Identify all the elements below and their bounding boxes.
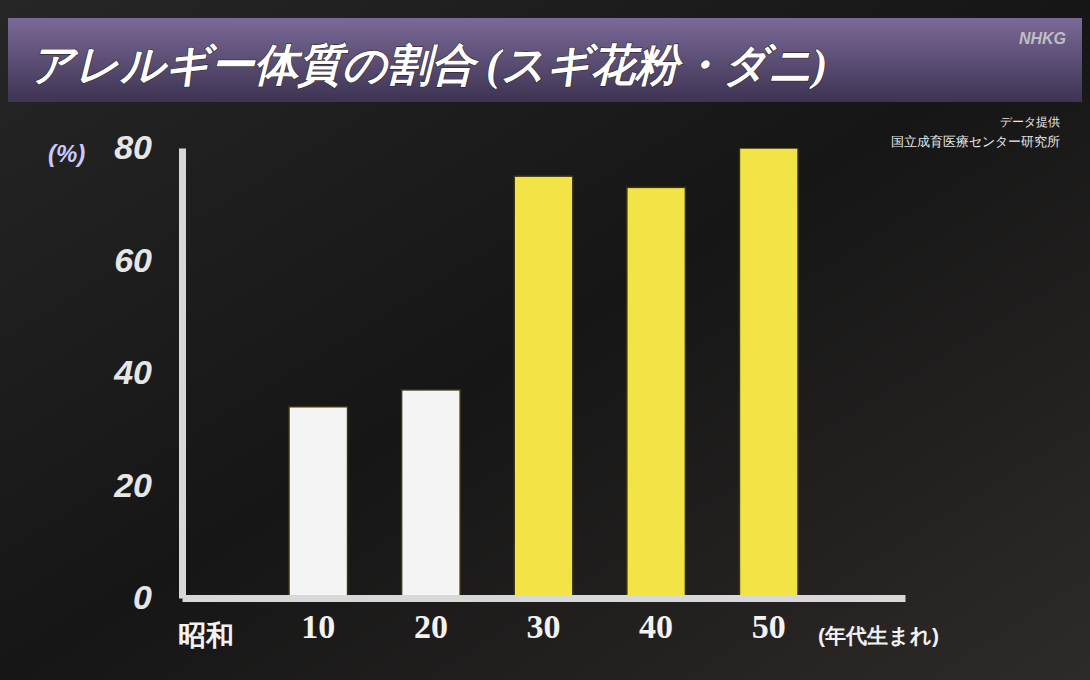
bar <box>627 187 686 598</box>
title: アレルギー体質の割合 (スギ花粉・ダニ) <box>30 41 827 90</box>
x-tick: 20 <box>414 598 448 645</box>
y-tick-label: 60 <box>114 241 152 279</box>
title-band <box>8 18 1082 102</box>
y-tick: 40 <box>113 353 182 391</box>
x-tick-label: 20 <box>414 608 448 645</box>
bars <box>289 148 798 598</box>
y-axis-line <box>179 149 186 599</box>
watermark: NHKG <box>1019 30 1066 47</box>
source: 国立成育医療センター研究所 <box>891 134 1060 149</box>
x-tick-label: 40 <box>639 608 673 645</box>
y-tick-label: 40 <box>113 353 152 391</box>
chart: アレルギー体質の割合 (スギ花粉・ダニ) NHKG データ提供国立成育医療センター研… <box>0 0 1090 680</box>
bar <box>402 390 461 598</box>
x-axis: 10 20 30 40 50 <box>183 598 906 645</box>
bar <box>289 407 348 598</box>
bar <box>514 176 573 598</box>
x-axis-title: (年代生まれ) <box>818 624 939 647</box>
y-tick-label: 80 <box>114 128 152 166</box>
x-tick: 30 <box>527 598 561 645</box>
y-tick: 80 <box>114 128 182 166</box>
x-tick: 40 <box>639 598 673 645</box>
bar <box>739 148 798 598</box>
y-tick-label: 20 <box>113 466 152 504</box>
x-tick-label: 30 <box>527 608 561 645</box>
x-tick-label: 50 <box>752 608 786 645</box>
x-tick: 50 <box>752 598 786 645</box>
source-label: データ提供 <box>1000 115 1060 129</box>
x-axis-line <box>183 595 906 602</box>
x-tick: 10 <box>301 598 335 645</box>
y-axis: 0 20 40 60 80 <box>113 128 182 616</box>
y-tick: 60 <box>114 241 182 279</box>
y-tick: 0 <box>133 578 182 616</box>
x-tick-label: 10 <box>301 608 335 645</box>
x-prefix: 昭和 <box>178 620 234 651</box>
background <box>0 0 1090 680</box>
y-axis-title: (%) <box>48 140 85 167</box>
y-tick: 20 <box>113 466 182 504</box>
y-tick-label: 0 <box>133 578 152 616</box>
